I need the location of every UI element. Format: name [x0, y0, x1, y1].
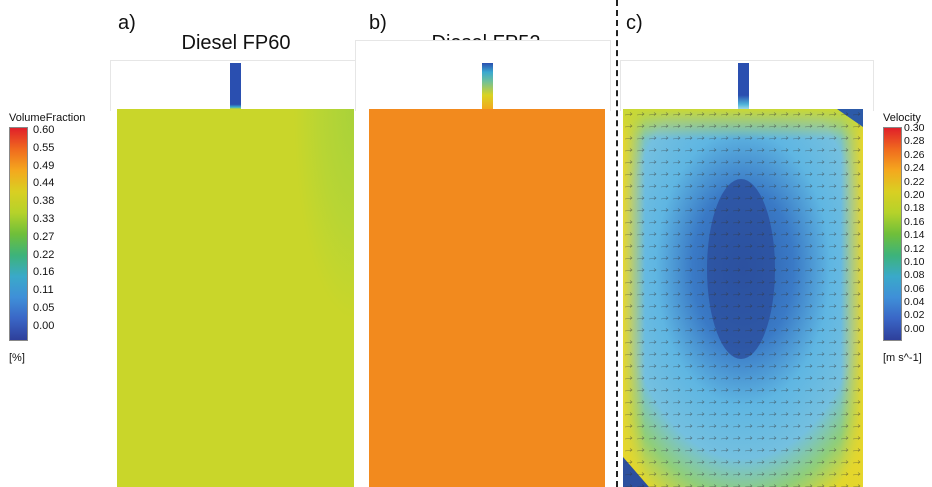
volume-tick-label: 0.33 — [33, 212, 55, 225]
volume-tick-label: 0.11 — [33, 284, 54, 297]
velocity-tick-label: 0.20 — [904, 188, 925, 201]
panel-c-letter: c) — [626, 12, 643, 34]
volume-fraction-legend-title: VolumeFraction — [9, 112, 86, 124]
velocity-tick-label: 0.18 — [904, 202, 925, 215]
velocity-tick-label: 0.02 — [904, 309, 925, 322]
velocity-field-svg — [623, 109, 863, 487]
panel-b-nozzle — [482, 63, 493, 109]
volume-tick-label: 0.00 — [33, 319, 55, 332]
velocity-tick-label: 0.28 — [904, 135, 925, 148]
volume-tick-label: 0.27 — [33, 230, 55, 243]
velocity-tick-label: 0.10 — [904, 255, 925, 268]
panel-a-letter: a) — [118, 12, 136, 34]
volume-fraction-unit: [%] — [9, 352, 25, 364]
velocity-tick-label: 0.24 — [904, 162, 925, 175]
velocity-ticks: 0.30 0.28 0.26 0.24 0.22 0.20 0.18 0.16 … — [904, 122, 924, 336]
volume-fraction-colorbar — [9, 127, 28, 341]
velocity-tick-label: 0.00 — [904, 322, 925, 335]
velocity-tick-label: 0.30 — [904, 122, 925, 134]
velocity-tick-label: 0.22 — [904, 175, 925, 188]
volume-tick-label: 0.49 — [33, 159, 55, 172]
velocity-tick-label: 0.16 — [904, 215, 925, 228]
panel-a-title: Diesel FP60 — [181, 32, 291, 54]
velocity-tick-label: 0.08 — [904, 269, 925, 282]
velocity-tick-label: 0.26 — [904, 148, 925, 161]
volume-tick-label: 0.38 — [33, 195, 55, 208]
panel-c-velocity-field — [623, 109, 863, 487]
panel-a-tank-fp60 — [117, 109, 354, 487]
panel-a-nozzle — [230, 63, 241, 109]
velocity-vector-arrows — [623, 109, 863, 487]
volume-tick-label: 0.44 — [33, 177, 55, 190]
panel-c-nozzle — [738, 63, 749, 109]
volume-tick-label: 0.60 — [33, 124, 55, 136]
velocity-unit: [m s^-1] — [883, 352, 922, 364]
volume-tick-label: 0.22 — [33, 248, 55, 261]
panel-b-tank-fp52 — [369, 109, 605, 487]
volume-tick-label: 0.16 — [33, 266, 55, 279]
volume-tick-label: 0.05 — [33, 301, 55, 314]
velocity-legend-title: Velocity — [883, 112, 921, 124]
panel-b-letter: b) — [369, 12, 387, 34]
panel-separator-dashed-line — [616, 0, 618, 487]
velocity-tick-label: 0.06 — [904, 282, 925, 295]
velocity-tick-label: 0.04 — [904, 296, 925, 309]
velocity-colorbar — [883, 127, 902, 341]
velocity-tick-label: 0.14 — [904, 229, 925, 242]
volume-fraction-ticks: 0.60 0.55 0.49 0.44 0.38 0.33 0.27 0.22 … — [33, 122, 54, 336]
volume-tick-label: 0.55 — [33, 141, 55, 154]
velocity-tick-label: 0.12 — [904, 242, 925, 255]
